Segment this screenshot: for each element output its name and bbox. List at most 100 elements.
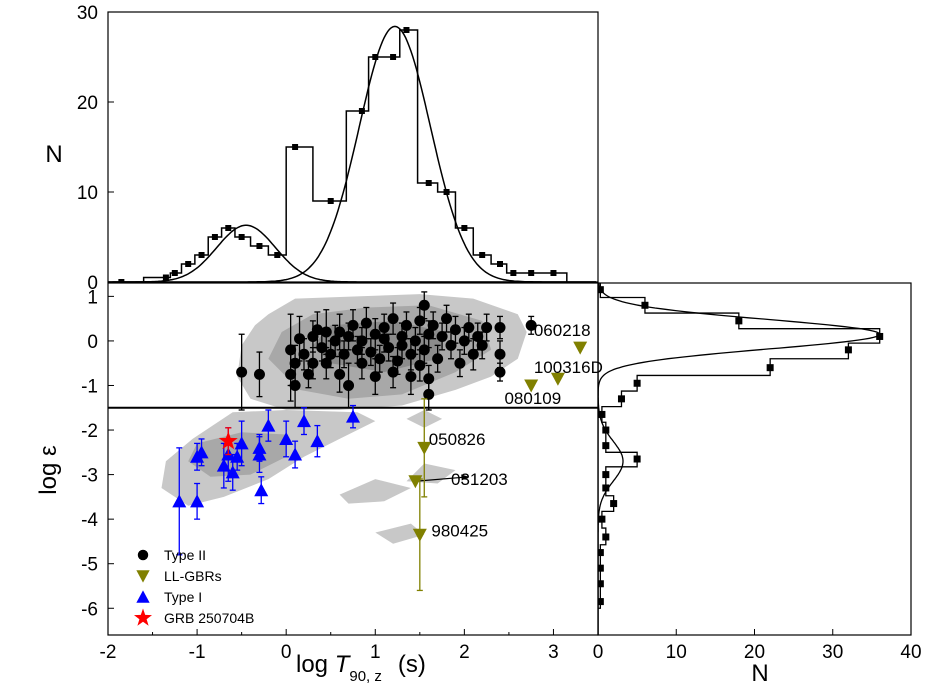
right-xtick-label-2: 20 xyxy=(744,642,765,663)
point-0-61 xyxy=(476,339,488,351)
top-histogram-steps xyxy=(112,29,568,282)
xtick-label-1: -1 xyxy=(189,642,206,663)
point-0-40 xyxy=(405,348,417,360)
point-0-66 xyxy=(525,319,537,331)
point-0-51 xyxy=(432,353,444,365)
top-bin-marker-22 xyxy=(528,270,535,276)
scatter-y-axis: 1 0 -1 -2 -3 -4 -5 -6 xyxy=(81,287,114,620)
legend-label-1: LL-GBRs xyxy=(164,568,222,584)
point-2-17 xyxy=(346,409,360,423)
right-bin-marker-2 xyxy=(735,317,743,325)
point-0-28 xyxy=(369,328,381,340)
point-0-25 xyxy=(356,357,368,369)
point-0-13 xyxy=(320,326,332,338)
right-bin-marker-11 xyxy=(633,455,641,463)
point-0-21 xyxy=(343,379,355,391)
point-0-41 xyxy=(405,371,417,383)
point-0-5 xyxy=(289,379,301,391)
top-ytick-label-3: 30 xyxy=(77,3,98,24)
point-2-4 xyxy=(216,458,231,472)
xtick-label-0: -2 xyxy=(100,642,117,663)
top-bin-marker-3 xyxy=(185,261,192,267)
point-0-12 xyxy=(316,342,328,354)
top-bin-marker-19 xyxy=(479,252,486,258)
legend-marker-3 xyxy=(134,608,152,626)
legend-label-3: GRB 250704B xyxy=(164,610,254,626)
point-0-7 xyxy=(298,348,310,360)
right-bin-marker-17 xyxy=(598,549,604,557)
point-2-12 xyxy=(261,418,276,432)
right-xtick-label-4: 40 xyxy=(900,642,921,663)
point-0-16 xyxy=(329,335,341,347)
ytick-label-4: -3 xyxy=(81,466,98,487)
scatter-annotations: 060218 100316D 080109 050826 031203 980425 xyxy=(429,321,603,541)
series-type-ii xyxy=(236,291,537,411)
top-histogram-y-axis: 0 10 20 30 xyxy=(77,3,114,294)
annotation-980425: 980425 xyxy=(431,521,488,540)
top-bin-marker-15 xyxy=(403,27,410,33)
point-0-3 xyxy=(285,368,297,380)
right-xtick-label-1: 10 xyxy=(666,642,687,663)
xtick-label-4: 2 xyxy=(459,642,470,663)
point-0-8 xyxy=(302,368,314,380)
point-2-7 xyxy=(230,449,245,463)
point-0-38 xyxy=(396,339,408,351)
xlabel-log: log xyxy=(296,651,335,678)
top-bin-marker-13 xyxy=(372,54,379,60)
top-bin-marker-8 xyxy=(256,243,263,249)
annotation-100316D: 100316D xyxy=(534,358,603,377)
point-0-59 xyxy=(467,348,479,360)
point-0-53 xyxy=(441,313,453,325)
point-0-47 xyxy=(423,328,435,340)
point-0-30 xyxy=(374,353,386,365)
top-bin-marker-5 xyxy=(211,234,218,240)
point-0-60 xyxy=(472,330,484,342)
right-bin-marker-12 xyxy=(602,471,610,479)
ytick-label-7: -6 xyxy=(81,599,98,620)
point-3-0 xyxy=(218,431,238,450)
point-1-5 xyxy=(412,528,427,542)
point-0-56 xyxy=(454,357,466,369)
right-histogram-x-axis: 0 10 20 30 40 xyxy=(593,629,922,663)
point-0-26 xyxy=(360,317,372,329)
top-histogram-ylabel: N xyxy=(45,141,62,168)
series-type-i xyxy=(172,404,360,556)
legend-marker-2 xyxy=(136,590,150,603)
point-2-10 xyxy=(252,440,267,454)
right-bin-marker-0 xyxy=(598,286,604,294)
right-bin-marker-5 xyxy=(766,364,774,372)
point-0-57 xyxy=(458,335,470,347)
point-0-11 xyxy=(311,324,323,336)
scatter-xlabel: log T90, z (s) xyxy=(296,651,426,685)
right-bin-marker-7 xyxy=(617,395,625,403)
right-fit-curve-0 xyxy=(598,283,881,635)
contour-outer-5 xyxy=(375,523,425,544)
point-0-20 xyxy=(343,330,355,342)
ytick-label-1: 0 xyxy=(87,332,98,353)
right-bin-marker-20 xyxy=(598,598,604,606)
series-ll-gbrs xyxy=(408,341,588,592)
point-0-0 xyxy=(236,366,248,378)
point-2-15 xyxy=(297,414,311,428)
right-bin-marker-16 xyxy=(602,533,610,541)
top-histogram-contents xyxy=(108,25,597,282)
point-0-1 xyxy=(253,368,265,380)
right-bin-marker-1 xyxy=(641,301,649,309)
point-0-52 xyxy=(436,330,448,342)
point-2-14 xyxy=(288,447,303,461)
right-bin-marker-9 xyxy=(602,426,610,434)
ytick-label-6: -5 xyxy=(81,555,98,576)
right-bin-marker-19 xyxy=(598,580,604,588)
point-0-64 xyxy=(494,348,506,360)
top-ytick-label-0: 0 xyxy=(87,273,98,294)
top-bin-marker-16 xyxy=(425,180,432,186)
point-2-3 xyxy=(194,445,209,459)
ytick-label-3: -2 xyxy=(81,421,98,442)
right-bin-marker-3 xyxy=(876,332,884,340)
point-2-16 xyxy=(310,434,325,448)
point-2-0 xyxy=(172,494,187,508)
annotation-060218: 060218 xyxy=(534,321,591,340)
right-xtick-label-0: 0 xyxy=(593,642,604,663)
series-grb-250704b xyxy=(218,427,238,456)
arrow-031203-head xyxy=(461,474,469,481)
